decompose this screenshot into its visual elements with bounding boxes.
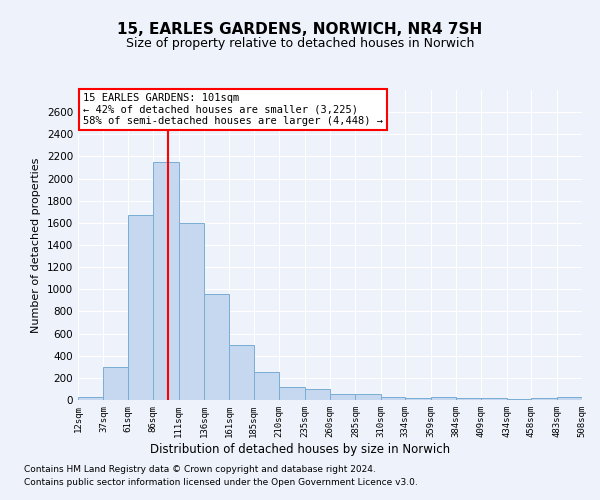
Text: Contains HM Land Registry data © Crown copyright and database right 2024.: Contains HM Land Registry data © Crown c…: [24, 466, 376, 474]
Bar: [78, 397, 103, 400]
Bar: [179, 223, 204, 400]
Bar: [204, 294, 229, 400]
Y-axis label: Number of detached properties: Number of detached properties: [31, 158, 41, 332]
Bar: [279, 386, 305, 400]
Bar: [128, 214, 153, 400]
Bar: [305, 389, 330, 400]
Bar: [531, 398, 557, 400]
Bar: [229, 344, 254, 400]
Bar: [254, 372, 279, 400]
Text: Size of property relative to detached houses in Norwich: Size of property relative to detached ho…: [126, 38, 474, 51]
Bar: [456, 398, 481, 400]
Bar: [557, 397, 582, 400]
Bar: [153, 162, 179, 400]
Text: 15 EARLES GARDENS: 101sqm
← 42% of detached houses are smaller (3,225)
58% of se: 15 EARLES GARDENS: 101sqm ← 42% of detac…: [83, 93, 383, 126]
Text: Distribution of detached houses by size in Norwich: Distribution of detached houses by size …: [150, 442, 450, 456]
Bar: [103, 367, 128, 400]
Text: 15, EARLES GARDENS, NORWICH, NR4 7SH: 15, EARLES GARDENS, NORWICH, NR4 7SH: [118, 22, 482, 38]
Bar: [381, 396, 405, 400]
Bar: [330, 394, 355, 400]
Bar: [355, 394, 381, 400]
Bar: [431, 396, 456, 400]
Bar: [481, 398, 507, 400]
Bar: [405, 398, 431, 400]
Text: Contains public sector information licensed under the Open Government Licence v3: Contains public sector information licen…: [24, 478, 418, 487]
